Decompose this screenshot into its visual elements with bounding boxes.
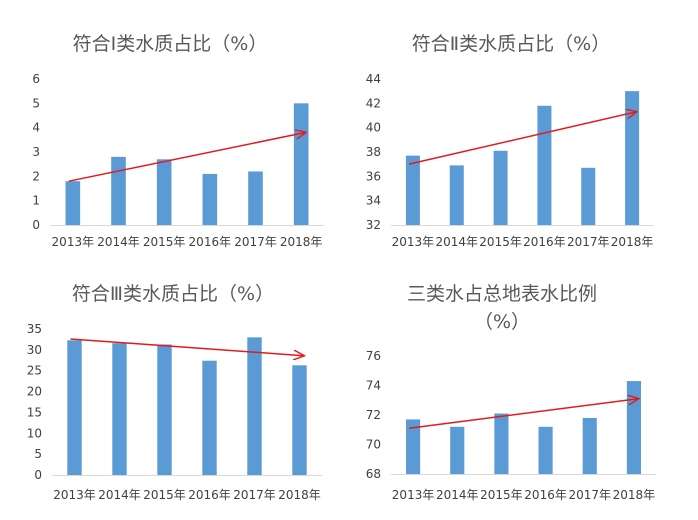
y-tick-label: 70 [366, 438, 381, 452]
chart-class2-water: 符合Ⅱ类水质占比（%） 32 34 36 38 40 42 44 2013年 2014年 2015年… [366, 33, 654, 249]
bar-2016年 [538, 426, 553, 474]
x-tick-label: 2015年 [143, 488, 186, 502]
y-tick-label: 30 [27, 343, 42, 357]
bar-2018年 [293, 103, 309, 225]
x-tick-label: 2016年 [189, 235, 232, 249]
x-tick-label: 2015年 [479, 235, 522, 249]
chart-title-line-2: （%） [474, 311, 530, 333]
bar-2014年 [112, 343, 127, 475]
y-tick-label: 68 [366, 467, 381, 481]
x-tick-label: 2015年 [480, 488, 523, 502]
bar-2015年 [493, 150, 508, 225]
trend-arrow [408, 399, 638, 430]
y-tick-label: 3 [32, 145, 40, 159]
y-tick-label: 32 [366, 218, 381, 232]
x-tick-label: 2018年 [280, 235, 323, 249]
x-tick-label: 2013年 [52, 235, 95, 249]
bar-2015年 [494, 413, 509, 474]
y-tick-label: 72 [366, 408, 381, 422]
bar-2013年 [65, 181, 81, 225]
y-tick-label: 38 [366, 145, 381, 159]
y-tick-label: 5 [34, 447, 42, 461]
chart-title: 符合Ⅱ类水质占比（%） [412, 33, 610, 55]
x-tick-label: 2014年 [436, 488, 479, 502]
y-tick-label: 44 [366, 72, 381, 86]
x-tick-label: 2014年 [98, 488, 141, 502]
y-tick-label: 15 [27, 405, 42, 419]
chart-title: 符合Ⅲ类水质占比（%） [72, 283, 274, 305]
bar-2017年 [581, 167, 596, 225]
x-tick-label: 2013年 [53, 488, 96, 502]
bar-2017年 [247, 337, 262, 475]
x-tick-label: 2016年 [523, 235, 566, 249]
x-tick-label: 2017年 [233, 488, 276, 502]
x-tick-label: 2013年 [392, 235, 435, 249]
y-tick-label: 5 [32, 96, 40, 110]
chart-class3-water: 符合Ⅲ类水质占比（%） 0 5 10 15 20 25 30 35 2013年 2014年 2015年… [27, 283, 322, 502]
x-tick-label: 2018年 [611, 235, 654, 249]
bar-2018年 [625, 91, 640, 226]
bar-2016年 [202, 173, 218, 225]
y-tick-label: 10 [27, 426, 42, 440]
bar-2015年 [156, 159, 172, 225]
x-tick-label: 2017年 [568, 488, 611, 502]
bar-2014年 [450, 426, 465, 474]
y-tick-label: 25 [27, 364, 42, 378]
bar-2018年 [626, 381, 641, 474]
bar-2013年 [405, 155, 420, 225]
bar-2017年 [582, 417, 597, 474]
x-tick-label: 2016年 [524, 488, 567, 502]
trend-arrow [68, 133, 305, 182]
chart-title: 三类水占总地表水比例 [407, 283, 597, 305]
bar-2014年 [449, 165, 464, 225]
trend-arrow [70, 338, 304, 356]
x-tick-label: 2015年 [143, 235, 186, 249]
bar-2016年 [537, 105, 552, 225]
y-tick-label: 35 [27, 322, 42, 336]
bar-2013年 [406, 419, 421, 474]
y-tick-label: 4 [32, 121, 40, 135]
y-tick-label: 34 [366, 194, 381, 208]
bar-2013年 [67, 340, 82, 475]
bar-2014年 [111, 156, 126, 225]
bar-2017年 [248, 171, 263, 225]
y-tick-label: 0 [32, 218, 40, 232]
y-tick-label: 0 [34, 468, 42, 482]
y-tick-label: 20 [27, 385, 42, 399]
x-tick-label: 2017年 [567, 235, 610, 249]
y-tick-label: 42 [366, 96, 381, 110]
x-tick-label: 2014年 [435, 235, 478, 249]
y-tick-label: 36 [366, 169, 381, 183]
bar-2015年 [157, 344, 172, 475]
x-tick-label: 2018年 [278, 488, 321, 502]
bar-2018年 [292, 365, 307, 475]
x-tick-label: 2014年 [97, 235, 140, 249]
x-tick-label: 2013年 [392, 488, 435, 502]
y-tick-label: 6 [32, 72, 40, 86]
y-tick-label: 76 [366, 349, 381, 363]
y-tick-label: 1 [32, 194, 40, 208]
bar-2016年 [202, 360, 217, 475]
x-tick-label: 2017年 [234, 235, 277, 249]
x-tick-label: 2016年 [188, 488, 231, 502]
y-tick-label: 74 [366, 379, 381, 393]
trend-arrow [408, 112, 636, 165]
y-tick-label: 40 [366, 121, 381, 135]
y-tick-label: 2 [32, 169, 40, 183]
x-tick-label: 2018年 [613, 488, 656, 502]
chart-title: 符合Ⅰ类水质占比（%） [73, 33, 268, 55]
